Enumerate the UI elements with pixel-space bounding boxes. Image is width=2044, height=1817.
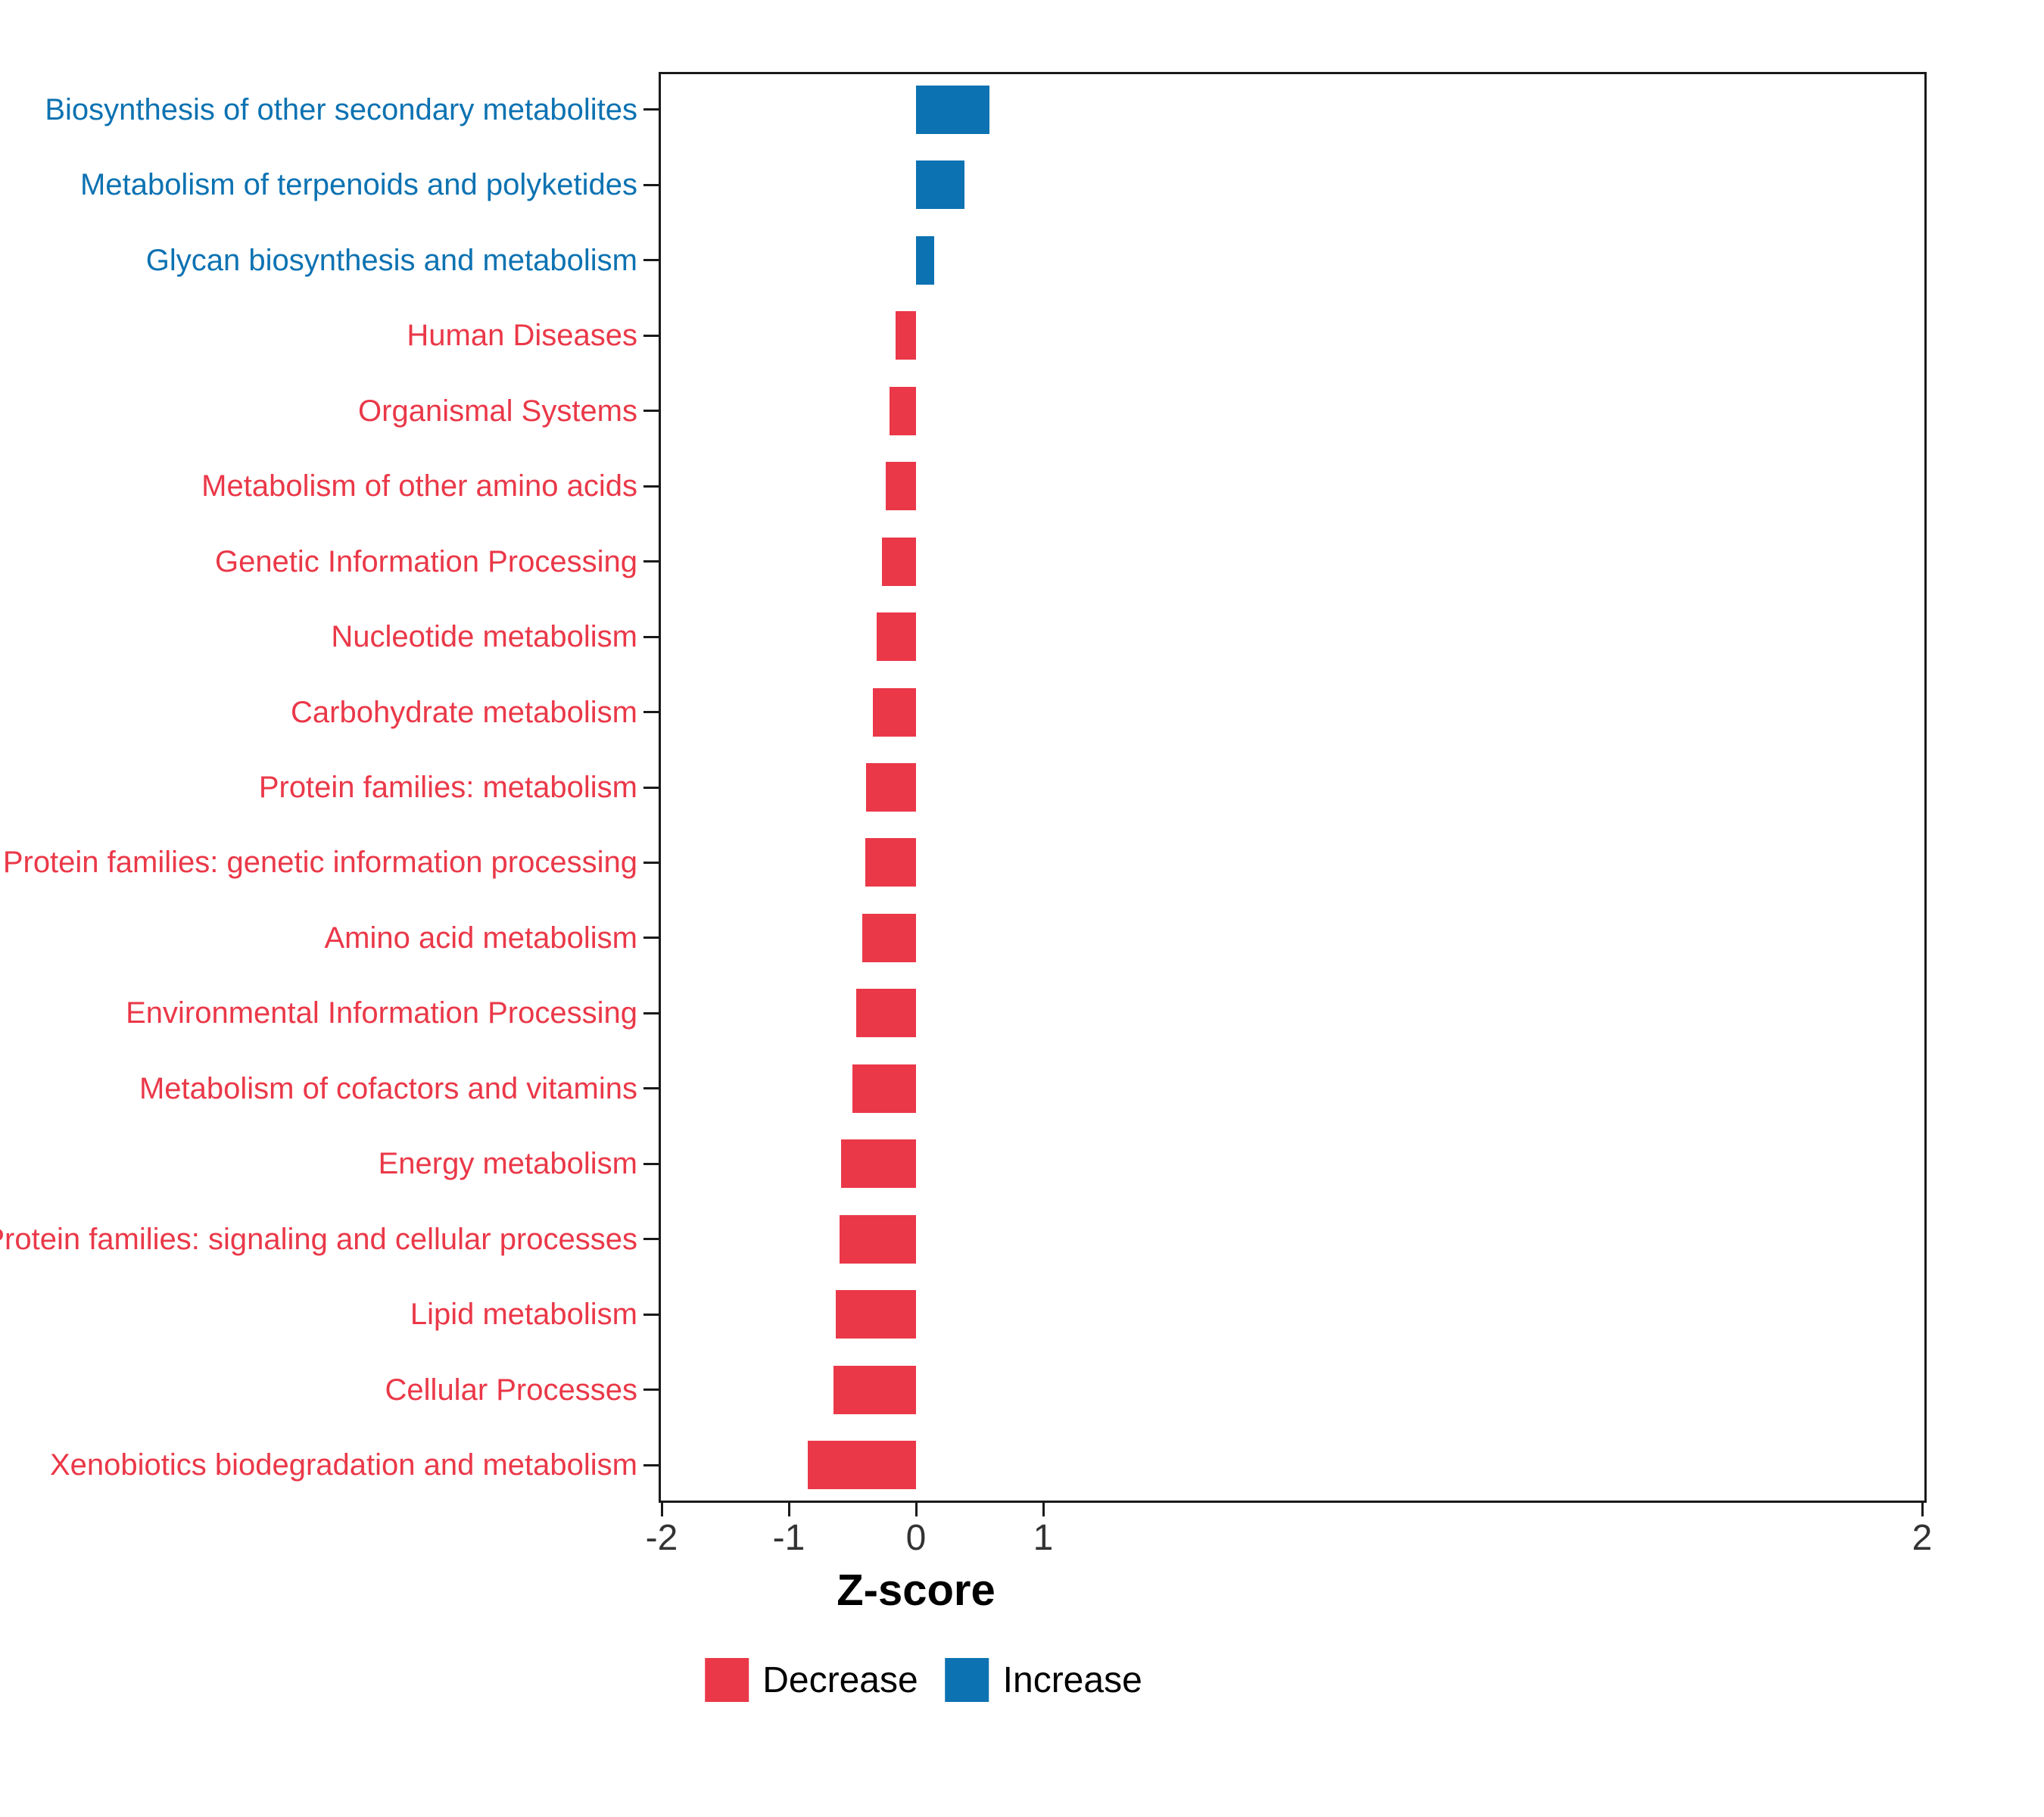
category-label: Energy metabolism [378, 1147, 637, 1181]
y-tick-mark [643, 334, 659, 337]
category-label: Protein families: genetic information pr… [2, 846, 637, 880]
category-label: Glycan biosynthesis and metabolism [145, 243, 637, 277]
bar [896, 311, 916, 360]
category-label: Metabolism of other amino acids [201, 469, 637, 503]
legend-label-increase: Increase [1002, 1660, 1142, 1700]
bar [872, 687, 916, 737]
y-tick-mark [643, 410, 659, 413]
category-label: Cellular Processes [385, 1373, 637, 1407]
legend-swatch-increase [945, 1658, 989, 1702]
category-label: Lipid metabolism [410, 1298, 637, 1332]
y-tick-mark [643, 108, 659, 111]
category-label: Amino acid metabolism [324, 921, 638, 955]
y-tick-mark [643, 711, 659, 714]
y-tick-mark [643, 183, 659, 186]
x-tick-mark [660, 1503, 663, 1516]
bar [916, 161, 964, 210]
legend-swatch-decrease [705, 1658, 749, 1702]
x-tick-label: 2 [1912, 1518, 1933, 1558]
y-tick-mark [643, 560, 659, 563]
bar [876, 612, 916, 662]
y-tick-mark [643, 937, 659, 940]
legend-key-decrease: Decrease [705, 1658, 918, 1702]
category-label: Protein families: metabolism [258, 771, 637, 804]
bar [885, 462, 916, 511]
x-tick-mark [915, 1503, 918, 1516]
category-label: Xenobiotics biodegradation and metabolis… [49, 1448, 637, 1482]
x-axis-title: Z-score [837, 1566, 996, 1615]
y-tick-mark [643, 485, 659, 488]
category-label: Nucleotide metabolism [331, 620, 637, 654]
bar [916, 235, 934, 285]
y-tick-mark [643, 635, 659, 638]
x-tick-mark [787, 1503, 790, 1516]
category-label: Metabolism of cofactors and vitamins [139, 1071, 637, 1105]
y-tick-mark [643, 1388, 659, 1392]
category-label: Carbohydrate metabolism [291, 695, 637, 729]
bar [852, 1064, 916, 1113]
y-tick-mark [643, 259, 659, 262]
x-tick-mark [1042, 1503, 1045, 1516]
y-tick-mark [643, 1313, 659, 1316]
legend-key-increase: Increase [945, 1658, 1142, 1702]
y-tick-mark [643, 861, 659, 864]
legend-label-decrease: Decrease [762, 1660, 918, 1700]
bar [833, 1365, 916, 1414]
y-tick-mark [643, 1463, 659, 1466]
bar [836, 1290, 916, 1339]
bar [862, 913, 916, 962]
bar [865, 838, 916, 887]
y-tick-mark [643, 1087, 659, 1090]
y-tick-mark [643, 1011, 659, 1014]
plot-panel [659, 72, 1927, 1503]
bar [840, 1139, 916, 1189]
category-label: Protein families: signaling and cellular… [0, 1222, 637, 1256]
category-label: Genetic Information Processing [214, 544, 637, 578]
category-label: Environmental Information Processing [126, 996, 637, 1030]
x-tick-mark [1921, 1503, 1924, 1516]
y-tick-mark [643, 786, 659, 789]
x-tick-label: -1 [772, 1518, 805, 1558]
category-label: Biosynthesis of other secondary metaboli… [45, 92, 637, 126]
bar [808, 1441, 916, 1490]
category-label: Metabolism of terpenoids and polyketides [80, 168, 637, 202]
x-tick-label: 0 [905, 1518, 927, 1558]
bar [840, 1214, 916, 1264]
category-label: Human Diseases [407, 319, 637, 353]
y-tick-mark [643, 1162, 659, 1165]
x-tick-label: 1 [1033, 1518, 1054, 1558]
bar [866, 763, 916, 812]
bar [916, 85, 990, 134]
x-tick-label: -2 [645, 1518, 678, 1558]
bar [889, 386, 916, 435]
bar [856, 989, 916, 1038]
legend: Decrease Increase [705, 1658, 1142, 1702]
bar [881, 537, 916, 586]
category-label: Organismal Systems [358, 394, 637, 428]
y-tick-mark [643, 1238, 659, 1241]
